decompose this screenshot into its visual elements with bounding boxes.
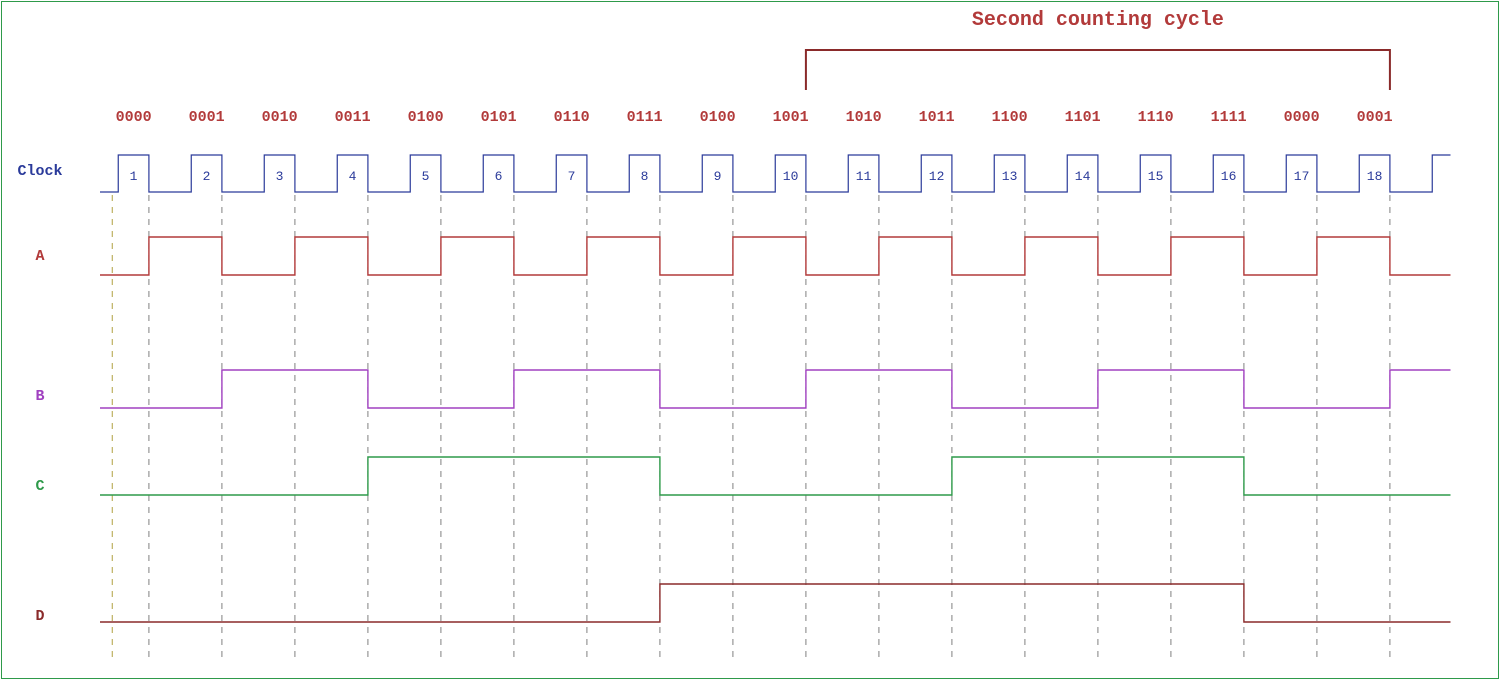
- clock-waveform: [100, 155, 1451, 192]
- signal-waveform-D: [100, 584, 1451, 622]
- binary-label: 0001: [1357, 109, 1393, 126]
- binary-label: 0101: [481, 109, 517, 126]
- clock-pulse-number: 5: [422, 169, 430, 184]
- signal-label-B: B: [35, 388, 44, 405]
- signal-waveform-C: [100, 457, 1451, 495]
- clock-pulse-number: 12: [929, 169, 945, 184]
- second-cycle-title: Second counting cycle: [972, 9, 1224, 32]
- signal-waveform-B: [100, 370, 1451, 408]
- binary-label: 1111: [1211, 109, 1247, 126]
- binary-label: 1001: [773, 109, 809, 126]
- binary-label: 0100: [700, 109, 736, 126]
- binary-label: 1100: [992, 109, 1028, 126]
- clock-pulse-number: 13: [1002, 169, 1018, 184]
- clock-pulse-number: 17: [1294, 169, 1310, 184]
- binary-label: 1010: [846, 109, 882, 126]
- clock-pulse-number: 18: [1367, 169, 1383, 184]
- clock-pulse-number: 1: [130, 169, 138, 184]
- binary-label: 0010: [262, 109, 298, 126]
- binary-label: 0000: [1284, 109, 1320, 126]
- clock-pulse-number: 10: [783, 169, 799, 184]
- clock-pulse-number: 16: [1221, 169, 1237, 184]
- signal-label-C: C: [35, 478, 44, 495]
- clock-pulse-number: 9: [714, 169, 722, 184]
- clock-pulse-number: 3: [276, 169, 284, 184]
- clock-pulse-number: 11: [856, 169, 872, 184]
- binary-label: 0111: [627, 109, 663, 126]
- clock-pulse-number: 7: [568, 169, 576, 184]
- signal-label-D: D: [35, 608, 44, 625]
- clock-label: Clock: [17, 163, 62, 180]
- clock-pulse-number: 8: [641, 169, 649, 184]
- clock-pulse-number: 4: [349, 169, 357, 184]
- clock-pulse-number: 15: [1148, 169, 1164, 184]
- binary-label: 1101: [1065, 109, 1101, 126]
- clock-pulse-number: 6: [495, 169, 503, 184]
- clock-pulse-number: 14: [1075, 169, 1091, 184]
- binary-label: 0001: [189, 109, 225, 126]
- signal-waveform-A: [100, 237, 1451, 275]
- clock-pulse-number: 2: [203, 169, 211, 184]
- binary-label: 1110: [1138, 109, 1174, 126]
- binary-label: 0011: [335, 109, 371, 126]
- timing-diagram-svg: Clock12345678910111213141516171800000001…: [0, 0, 1500, 680]
- second-cycle-bracket: [806, 50, 1390, 90]
- binary-label: 0100: [408, 109, 444, 126]
- binary-label: 1011: [919, 109, 955, 126]
- signal-label-A: A: [35, 248, 44, 265]
- binary-label: 0110: [554, 109, 590, 126]
- binary-label: 0000: [116, 109, 152, 126]
